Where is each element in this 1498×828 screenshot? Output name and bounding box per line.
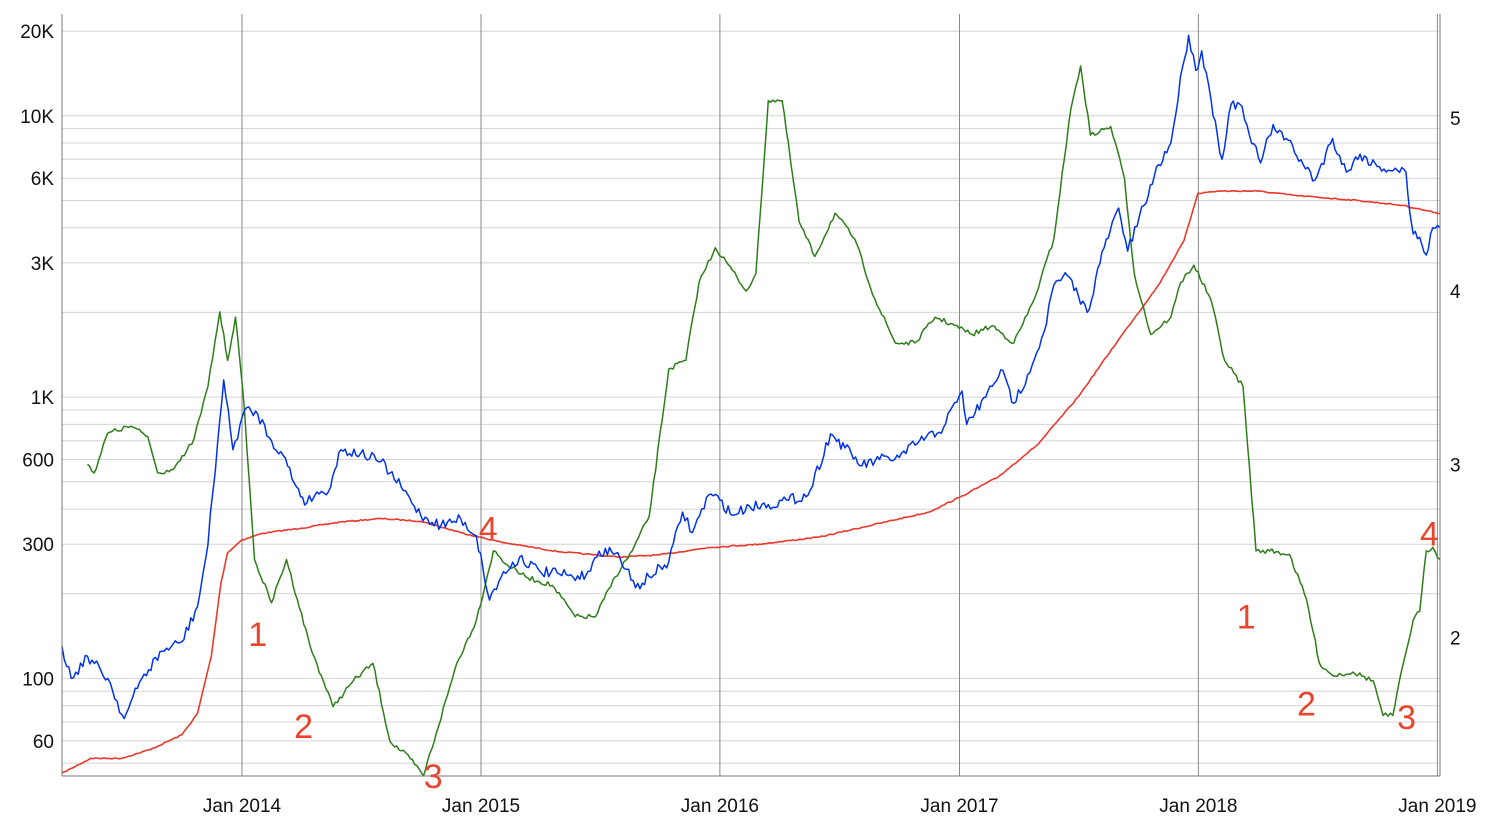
series-line-green [87, 65, 1441, 777]
y-left-tick-label: 20K [20, 22, 54, 43]
series-lines [61, 34, 1441, 777]
x-tick-label: Jan 2014 [203, 796, 282, 817]
x-tick-label: Jan 2019 [1398, 796, 1476, 817]
x-tick-label: Jan 2018 [1159, 796, 1237, 817]
axes: 20K 10K 6K 3K 1K 600 300 100 60 2 3 4 5 Jan 2014 Jan 2… [20, 14, 1476, 817]
y-right-tick-label: 4 [1450, 282, 1461, 303]
y-left-tick-label: 10K [20, 107, 54, 128]
y-right-tick-label: 5 [1450, 109, 1461, 130]
cycle-annotation: 1 [248, 616, 267, 654]
y-left-tick-label: 60 [33, 732, 54, 753]
y-right-tick-label: 2 [1450, 629, 1461, 650]
cycle-annotation: 3 [1397, 699, 1416, 737]
x-tick-label: Jan 2015 [442, 796, 520, 817]
cycle-annotation: 2 [1297, 685, 1316, 723]
cycle-annotation: 4 [479, 510, 498, 548]
x-tick-label: Jan 2017 [920, 796, 998, 817]
series-line-red [61, 189, 1441, 774]
x-tick-label: Jan 2016 [681, 796, 759, 817]
y-left-tick-label: 600 [22, 451, 54, 472]
cycle-annotation: 1 [1237, 599, 1256, 637]
cycle-annotation: 3 [424, 758, 443, 796]
series-line-blue [61, 34, 1441, 720]
y-right-tick-label: 3 [1450, 455, 1461, 476]
y-left-tick-label: 300 [22, 535, 54, 556]
y-left-tick-label: 1K [31, 388, 55, 409]
annotations: 1 2 3 4 1 2 3 4 [248, 510, 1439, 796]
y-left-tick-label: 100 [22, 669, 54, 690]
cycle-annotation: 2 [294, 708, 313, 746]
gridlines [62, 14, 1440, 776]
y-left-tick-label: 3K [31, 254, 55, 275]
cycle-annotation: 4 [1420, 516, 1439, 554]
y-left-tick-label: 6K [31, 169, 55, 190]
